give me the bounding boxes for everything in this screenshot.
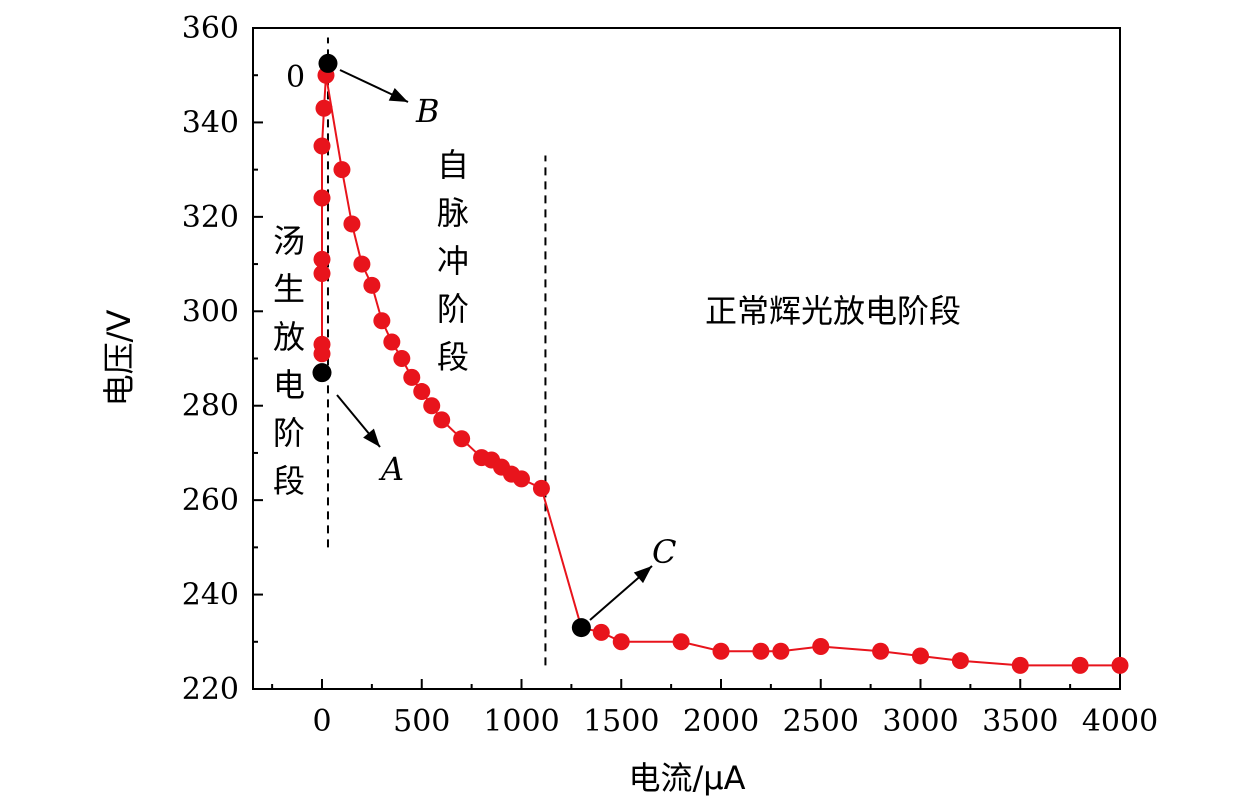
x-tick-label: 2000 <box>683 704 759 739</box>
region-char-townsend: 生 <box>273 270 305 308</box>
data-point <box>752 642 770 660</box>
x-tick-label: 2500 <box>783 704 859 739</box>
y-axis-ticks: 220 240 260 280 300 320 340 360 <box>182 11 263 707</box>
y-tick-label: 320 <box>182 200 239 235</box>
y-tick-label: 260 <box>182 483 239 518</box>
region-char-townsend: 放 <box>273 318 305 356</box>
series-points <box>313 66 1129 674</box>
series-line <box>321 75 1120 667</box>
marked-points <box>312 53 591 638</box>
data-point <box>313 137 331 155</box>
data-point <box>912 647 929 665</box>
x-tick-label: 1000 <box>483 704 559 739</box>
x-tick-label: 1500 <box>583 704 659 739</box>
annotation-arrows <box>336 69 653 621</box>
point-label-a: A <box>378 450 404 488</box>
marked-point-a <box>312 363 332 383</box>
data-point <box>592 623 610 641</box>
region-char-self-pulse: 脉 <box>437 194 469 232</box>
y-tick-label: 360 <box>182 11 239 46</box>
data-point <box>951 652 969 670</box>
y-tick-label: 220 <box>182 672 239 707</box>
data-point <box>315 99 333 117</box>
data-point <box>393 350 411 367</box>
data-point <box>513 470 530 488</box>
marked-point-b <box>318 53 338 73</box>
data-point <box>403 368 421 386</box>
data-point <box>612 633 630 651</box>
data-point <box>423 397 441 415</box>
y-axis-title: 电压/V <box>100 310 138 407</box>
data-point <box>453 430 471 448</box>
data-point <box>373 312 391 330</box>
data-point <box>672 633 690 651</box>
zero-label: 0 <box>286 60 305 95</box>
x-axis-title: 电流/μA <box>628 759 745 797</box>
series-line-group <box>321 75 1120 667</box>
x-axis-ticks: 0 500 1000 1500 2000 2500 3000 3500 4000 <box>271 679 1158 739</box>
arrow-c-head <box>633 566 652 584</box>
data-point <box>812 638 830 656</box>
region-label-normal-glow: 正常辉光放电阶段 <box>705 292 961 330</box>
data-point <box>313 335 331 353</box>
phase-boundaries <box>326 37 547 666</box>
data-point <box>313 250 331 268</box>
y-tick-label: 300 <box>182 294 239 329</box>
y-tick-label: 240 <box>182 578 239 613</box>
region-char-townsend: 电 <box>273 366 305 404</box>
region-char-townsend: 阶 <box>273 414 305 452</box>
plot-frame <box>252 27 1121 690</box>
region-char-townsend: 段 <box>273 462 305 500</box>
data-point <box>772 642 790 660</box>
data-point <box>363 276 381 294</box>
x-tick-label: 3500 <box>982 704 1058 739</box>
x-tick-label: 3000 <box>882 704 958 739</box>
y-tick-label: 340 <box>182 105 239 140</box>
data-point <box>343 215 361 233</box>
data-point <box>313 265 331 283</box>
region-char-townsend: 汤 <box>273 222 305 260</box>
data-point <box>413 383 431 401</box>
data-point <box>532 479 550 497</box>
point-label-c: C <box>652 533 676 571</box>
data-point <box>872 642 890 660</box>
data-point <box>1111 656 1129 674</box>
arrow-a-head <box>363 428 380 447</box>
data-point <box>1071 656 1089 674</box>
region-char-self-pulse: 阶 <box>437 290 469 328</box>
data-point <box>313 189 331 207</box>
x-tick-label: 0 <box>312 704 331 739</box>
region-char-self-pulse: 段 <box>437 338 469 376</box>
marked-point-c <box>571 618 591 638</box>
data-point <box>1011 656 1029 674</box>
region-char-self-pulse: 冲 <box>437 242 469 280</box>
x-tick-label: 500 <box>393 704 450 739</box>
point-label-b: B <box>415 92 440 130</box>
data-point <box>383 333 401 351</box>
region-char-self-pulse: 自 <box>437 146 469 184</box>
data-point <box>433 411 451 429</box>
data-point <box>712 642 730 660</box>
arrow-b-head <box>388 88 408 102</box>
x-tick-label: 4000 <box>1082 704 1158 739</box>
data-point <box>333 161 351 179</box>
y-tick-label: 280 <box>182 389 239 424</box>
data-point <box>353 255 371 273</box>
